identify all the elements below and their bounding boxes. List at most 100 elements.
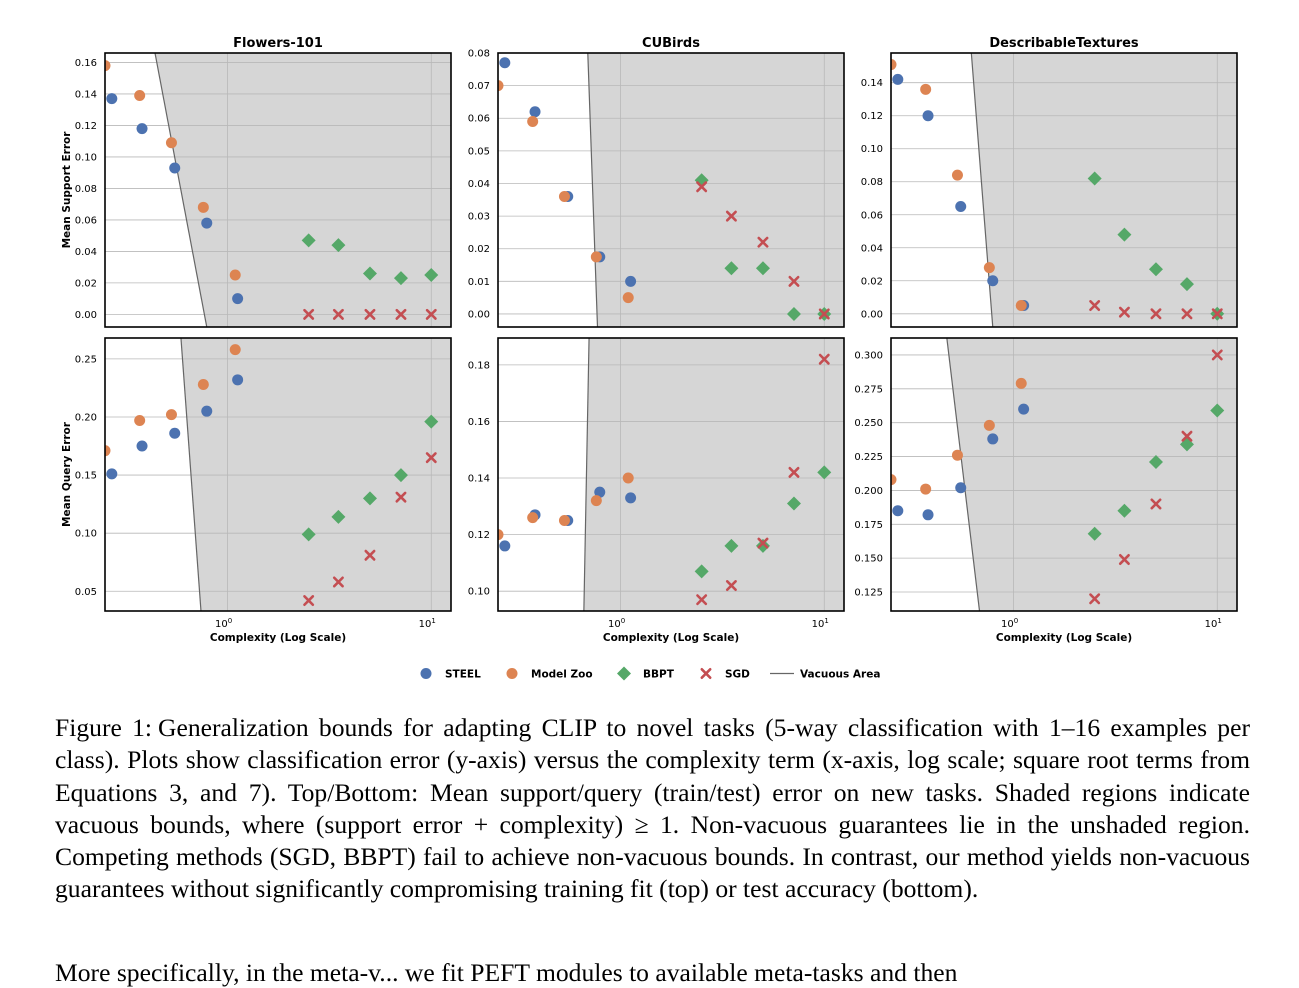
vacuous-boundary-line [587, 53, 599, 327]
steel-point [955, 201, 967, 213]
model-zoo-point [229, 344, 241, 356]
bbpt-point [1210, 403, 1225, 418]
y-tick-label: 0.10 [468, 587, 490, 598]
sgd-point [757, 236, 769, 248]
y-tick-label: 0.12 [861, 111, 883, 122]
steel-point [922, 509, 934, 521]
bbpt-point [393, 271, 408, 286]
y-tick-label: 0.02 [468, 244, 490, 255]
sgd-point [725, 580, 737, 592]
bbpt-point [1087, 171, 1102, 186]
y-tick-label: 0.20 [75, 412, 97, 423]
y-tick-label: 0.00 [861, 309, 883, 320]
y-tick-label: 0.08 [468, 49, 490, 60]
x-axis-label: Complexity (Log Scale) [210, 632, 346, 644]
legend-model-zoo-marker [506, 668, 518, 679]
bbpt-point [301, 527, 316, 542]
steel-point [955, 482, 967, 494]
steel-point [201, 405, 213, 417]
y-tick-label: 0.05 [75, 587, 97, 598]
y-tick-label: 0.225 [854, 452, 883, 463]
y-tick-label: 0.14 [75, 89, 97, 100]
vacuous-boundary-line [180, 338, 202, 611]
steel-point [106, 468, 118, 480]
sgd-point [1118, 306, 1130, 318]
steel-point [201, 217, 213, 229]
y-tick-label: 0.10 [861, 144, 883, 155]
model-zoo-point [558, 191, 570, 203]
model-zoo-point [105, 445, 111, 457]
y-tick-label: 0.00 [468, 309, 490, 320]
vacuous-boundary-line [946, 338, 981, 611]
bbpt-point [724, 261, 739, 276]
subplot-6: 0.125 0.150 0.175 0.200 0.225 0.250 0.275 0.300… [854, 337, 1238, 644]
y-tick-label: 0.00 [75, 310, 97, 321]
sgd-point [788, 466, 800, 478]
plot-area [498, 338, 844, 611]
legend-sgd-label: SGD [725, 669, 750, 681]
y-tick-label: 0.04 [468, 179, 490, 190]
bbpt-point [1087, 526, 1102, 541]
vacuous-boundary-line [154, 53, 208, 327]
sgd-point [303, 308, 315, 320]
subplot-title: DescribableTextures [989, 36, 1139, 51]
bbpt-point [1148, 262, 1163, 277]
bbpt-point [694, 564, 709, 579]
y-tick-label: 0.06 [861, 210, 883, 221]
axes-frame [104, 337, 452, 612]
model-zoo-point [527, 512, 539, 524]
model-zoo-point [197, 378, 209, 390]
steel-point [1018, 403, 1030, 415]
model-zoo-point [498, 529, 504, 541]
y-tick-label: 0.15 [75, 471, 97, 482]
vacuous-boundary-line [583, 338, 590, 611]
sgd-point [1181, 430, 1193, 442]
model-zoo-point [105, 60, 111, 72]
steel-point [987, 433, 999, 445]
subplot-4: 0.05 0.10 0.15 0.20 0.25 100 101 Complexity (Lo… [61, 337, 452, 644]
body-text-continuation: More specifically, in the meta-v... we f… [55, 958, 958, 987]
model-zoo-point [498, 80, 504, 92]
subplot-2: 0.00 0.01 0.02 0.03 0.04 0.05 0.06 0.07 0.08 CUBi… [468, 36, 845, 328]
bbpt-point [424, 268, 439, 283]
y-axis-label: Mean Support Error [61, 131, 73, 249]
model-zoo-point [891, 59, 897, 71]
y-tick-label: 0.18 [468, 360, 490, 371]
bbpt-point [362, 491, 377, 506]
model-zoo-point [622, 472, 634, 484]
model-zoo-point [134, 414, 146, 426]
model-zoo-point [590, 251, 602, 263]
model-zoo-point [951, 169, 963, 181]
subplot-5: 0.10 0.12 0.14 0.16 0.18 100 101 Complexity (Lo… [468, 337, 845, 644]
y-tick-label: 0.25 [75, 354, 97, 365]
steel-point [232, 293, 244, 305]
steel-point [922, 110, 934, 122]
y-tick-label: 0.03 [468, 212, 490, 223]
sgd-point [425, 308, 437, 320]
steel-point [136, 440, 148, 452]
y-axis-label: Mean Query Error [61, 421, 73, 527]
vacuous-region [971, 53, 1237, 327]
sgd-point [696, 181, 708, 193]
sgd-point [332, 308, 344, 320]
model-zoo-point [983, 419, 995, 431]
model-zoo-point [527, 116, 539, 127]
y-tick-label: 0.12 [468, 530, 490, 541]
bbpt-point [331, 509, 346, 524]
y-tick-label: 0.02 [861, 276, 883, 287]
y-tick-label: 0.04 [75, 247, 97, 258]
x-axis-label: Complexity (Log Scale) [996, 632, 1132, 644]
y-tick-label: 0.06 [468, 114, 490, 125]
legend-steel-label: STEEL [445, 669, 481, 681]
y-tick-label: 0.05 [468, 146, 490, 157]
sgd-point [757, 537, 769, 549]
model-zoo-point [1015, 377, 1027, 389]
y-tick-label: 0.01 [468, 277, 490, 288]
plot-area [891, 338, 1237, 611]
y-tick-label: 0.150 [854, 554, 883, 565]
bbpt-point [755, 261, 770, 276]
steel-point [499, 57, 511, 69]
bbpt-point [331, 238, 346, 253]
model-zoo-point [134, 90, 146, 102]
y-tick-label: 0.12 [75, 121, 97, 132]
